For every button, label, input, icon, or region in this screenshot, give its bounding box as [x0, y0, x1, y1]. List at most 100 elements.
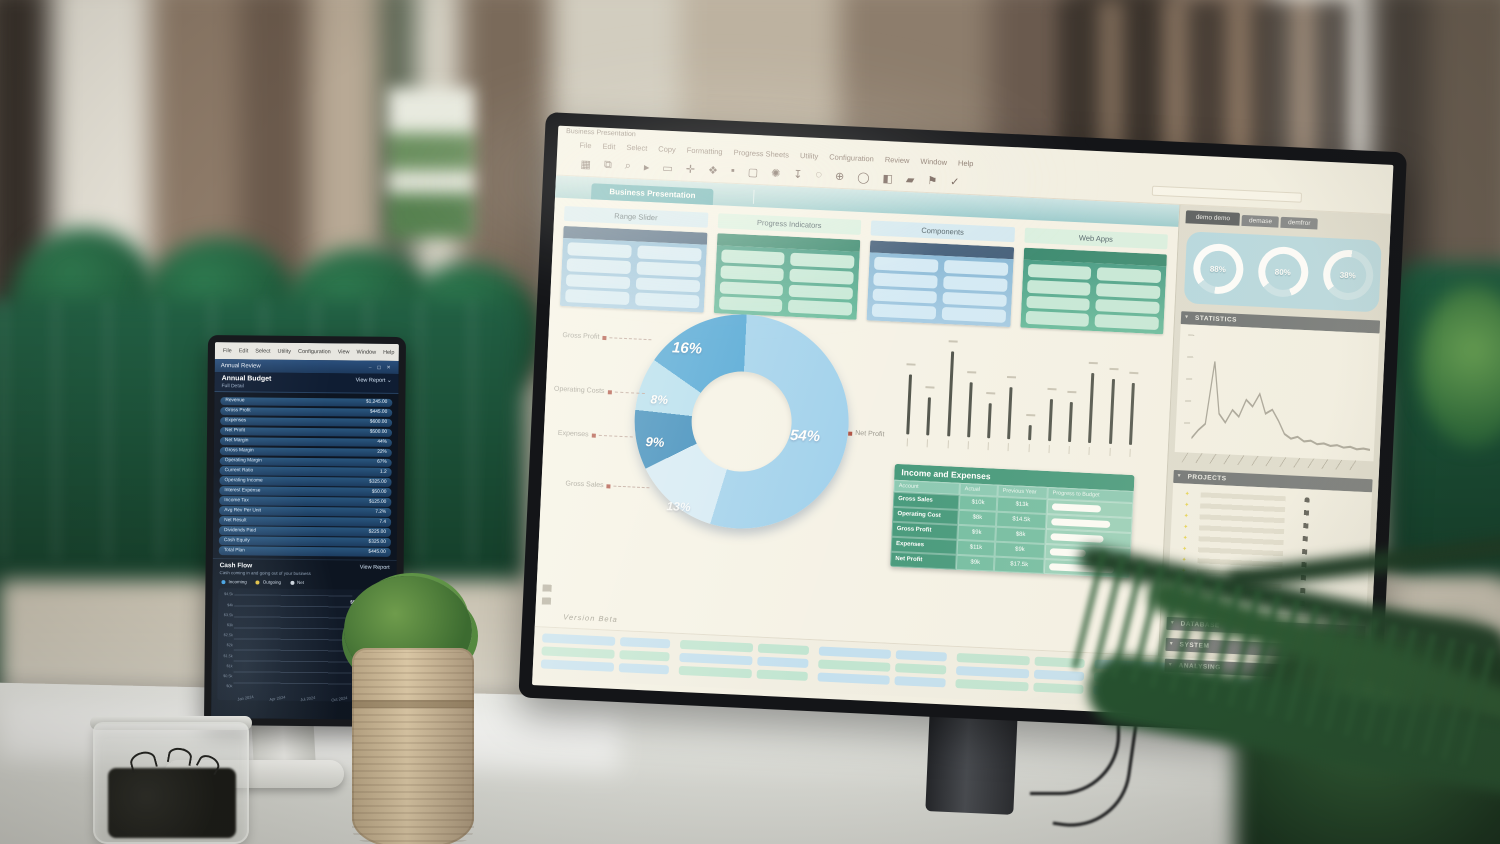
menu-item[interactable]: Formatting: [686, 145, 723, 157]
component-pill-button[interactable]: [1096, 282, 1161, 299]
toolbar-icon[interactable]: ◧: [882, 172, 894, 185]
chip-button[interactable]: [1032, 682, 1084, 694]
component-pill-button[interactable]: [719, 280, 784, 297]
toolbar-icon[interactable]: ◌: [815, 168, 823, 182]
menu-item[interactable]: Progress Sheets: [733, 147, 790, 160]
chip-button[interactable]: [895, 663, 947, 675]
budget-row[interactable]: Dividends Paid $225.00: [218, 526, 392, 537]
view-report-button[interactable]: View Report ⌄: [355, 377, 392, 384]
menu-item[interactable]: Review: [884, 155, 910, 166]
chip-button[interactable]: [894, 676, 946, 688]
component-pill-button[interactable]: [1027, 263, 1092, 280]
component-pill-button[interactable]: [720, 249, 785, 266]
component-pill-button[interactable]: [1096, 267, 1162, 283]
toolbar-icon[interactable]: ✺: [770, 167, 781, 180]
chip-button[interactable]: [540, 659, 614, 672]
toolbar-icon[interactable]: ✓: [949, 175, 960, 189]
component-pill-button[interactable]: [942, 275, 1008, 292]
menu-item[interactable]: Edit: [238, 347, 249, 354]
component-pill-button[interactable]: [1094, 314, 1160, 331]
toolbar-icon[interactable]: ⌕: [624, 159, 632, 172]
chip-button[interactable]: [1033, 669, 1085, 681]
toolbar-icon[interactable]: ◯: [856, 171, 870, 184]
toolbar-icon[interactable]: ▦: [580, 158, 592, 171]
chip-button[interactable]: [757, 656, 809, 668]
budget-row[interactable]: Current Ratio 1.2: [219, 466, 392, 477]
menu-item[interactable]: Configuration: [829, 152, 875, 164]
chip-button[interactable]: [679, 652, 753, 666]
chip-button[interactable]: [817, 659, 891, 672]
toolbar-icon[interactable]: ▸: [643, 161, 650, 174]
component-pill-button[interactable]: [873, 256, 939, 273]
component-pill-button[interactable]: [942, 291, 1007, 308]
chip-button[interactable]: [678, 665, 752, 679]
chip-button[interactable]: [618, 663, 670, 675]
budget-row[interactable]: Total Plan $445.00: [218, 546, 391, 557]
component-pill-button[interactable]: [1025, 295, 1091, 312]
budget-row[interactable]: Net Profit $500.00: [220, 426, 393, 437]
toolbar-icon[interactable]: ✛: [685, 163, 696, 176]
budget-row[interactable]: Expenses $600.00: [220, 416, 393, 427]
chip-button[interactable]: [619, 637, 671, 649]
toolbar-icon[interactable]: ⊕: [834, 170, 845, 183]
toolbar-icon[interactable]: ▭: [662, 162, 674, 175]
component-pill-button[interactable]: [943, 259, 1008, 276]
budget-row[interactable]: Income Tax $125.00: [219, 496, 392, 507]
budget-row[interactable]: Operating Margin 67%: [219, 456, 392, 467]
component-pill-button[interactable]: [1025, 311, 1090, 327]
menu-item[interactable]: View: [337, 348, 350, 355]
budget-row[interactable]: Gross Profit $445.00: [220, 406, 393, 417]
component-pill-button[interactable]: [636, 261, 701, 277]
chip-button[interactable]: [956, 652, 1030, 666]
toolbar-icon[interactable]: ↧: [793, 168, 803, 181]
section-header[interactable]: Range Slider: [563, 205, 708, 228]
chip-button[interactable]: [757, 643, 809, 655]
chip-button[interactable]: [895, 650, 947, 662]
menu-item[interactable]: Edit: [602, 141, 616, 152]
menu-item[interactable]: Utility: [277, 348, 292, 355]
toolbar-icon[interactable]: ▢: [747, 166, 759, 179]
component-pill-button[interactable]: [789, 268, 854, 285]
menu-item[interactable]: Configuration: [297, 348, 331, 355]
budget-row[interactable]: Cash Equity $325.00: [218, 536, 391, 547]
sidebar-tab[interactable]: demase: [1241, 214, 1280, 228]
toolbar-icon[interactable]: ⚑: [927, 174, 938, 187]
menu-item[interactable]: Select: [255, 347, 271, 355]
section-header[interactable]: Components: [870, 220, 1015, 243]
toolbar-icon[interactable]: ▪: [730, 164, 736, 177]
chip-button[interactable]: [756, 669, 808, 681]
component-pill-button[interactable]: [941, 307, 1006, 323]
component-pill-button[interactable]: [565, 273, 631, 290]
component-pill-button[interactable]: [1095, 298, 1160, 315]
component-pill-button[interactable]: [566, 257, 631, 274]
menu-item[interactable]: Window: [356, 349, 377, 356]
view-report-button[interactable]: View Report: [359, 564, 390, 572]
toolbar-icon[interactable]: ▰: [905, 173, 915, 186]
chip-button[interactable]: [955, 678, 1029, 692]
toolbar-icon[interactable]: ⧉: [603, 158, 613, 171]
budget-row[interactable]: Interest Expense $50.00: [219, 486, 392, 497]
toolbar-icon[interactable]: ❖: [707, 164, 719, 177]
menu-item[interactable]: Help: [383, 349, 395, 356]
chip-button[interactable]: [541, 646, 615, 659]
budget-row[interactable]: Operating Income $325.00: [219, 476, 392, 487]
menu-item[interactable]: Window: [920, 156, 948, 167]
component-pill-button[interactable]: [790, 252, 855, 269]
toolbar-search-input[interactable]: [1151, 185, 1303, 203]
budget-row[interactable]: Net Result 7.4: [219, 516, 392, 527]
component-pill-button[interactable]: [719, 265, 785, 281]
menu-item[interactable]: Utility: [799, 151, 819, 161]
chip-button[interactable]: [618, 650, 671, 662]
component-pill-button[interactable]: [636, 245, 702, 262]
menu-item[interactable]: Select: [626, 142, 648, 153]
component-pill-button[interactable]: [788, 284, 854, 300]
chip-button[interactable]: [818, 646, 892, 659]
chip-button[interactable]: [817, 672, 891, 685]
chip-button[interactable]: [680, 639, 754, 653]
component-pill-button[interactable]: [567, 242, 632, 258]
section-header[interactable]: Web Apps: [1023, 227, 1168, 250]
component-pill-button[interactable]: [1026, 279, 1091, 296]
menu-item[interactable]: File: [579, 140, 592, 151]
component-pill-button[interactable]: [872, 288, 937, 304]
budget-row[interactable]: Avg Rev Per Unit 7.2%: [219, 506, 392, 517]
